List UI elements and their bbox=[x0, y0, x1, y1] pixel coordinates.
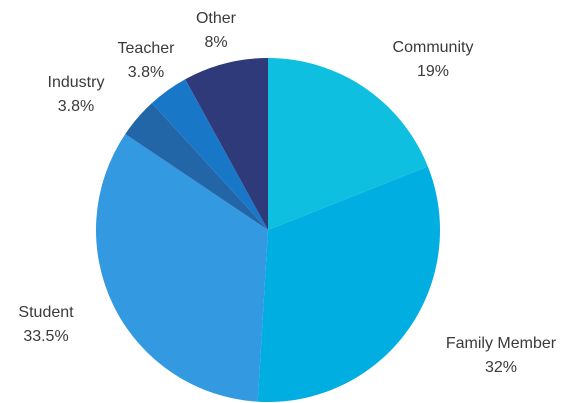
slice-value-community: 19% bbox=[417, 63, 449, 80]
slice-value-industry: 3.8% bbox=[58, 98, 94, 115]
pie-slice-community bbox=[268, 58, 428, 230]
slice-label-industry: Industry bbox=[48, 74, 105, 91]
pie-slice-family-member bbox=[257, 166, 441, 402]
slice-label-student: Student bbox=[18, 304, 74, 321]
slice-label-teacher: Teacher bbox=[118, 40, 176, 57]
slice-value-student: 33.5% bbox=[23, 328, 68, 345]
slice-label-community: Community bbox=[393, 39, 474, 56]
pie-slice-student bbox=[96, 134, 268, 402]
slice-value-other: 8% bbox=[204, 34, 227, 51]
slice-label-family-member: Family Member bbox=[446, 335, 557, 352]
pie-slices bbox=[96, 58, 441, 402]
pie-slice-industry bbox=[125, 103, 268, 230]
slice-value-teacher: 3.8% bbox=[128, 64, 164, 81]
pie-slice-teacher bbox=[151, 79, 268, 230]
pie-slice-other bbox=[185, 58, 268, 230]
slice-value-family-member: 32% bbox=[485, 359, 517, 376]
pie-labels: Community 19% Family Member 32% Student 33.5%… bbox=[18, 10, 556, 376]
slice-label-other: Other bbox=[196, 10, 237, 27]
